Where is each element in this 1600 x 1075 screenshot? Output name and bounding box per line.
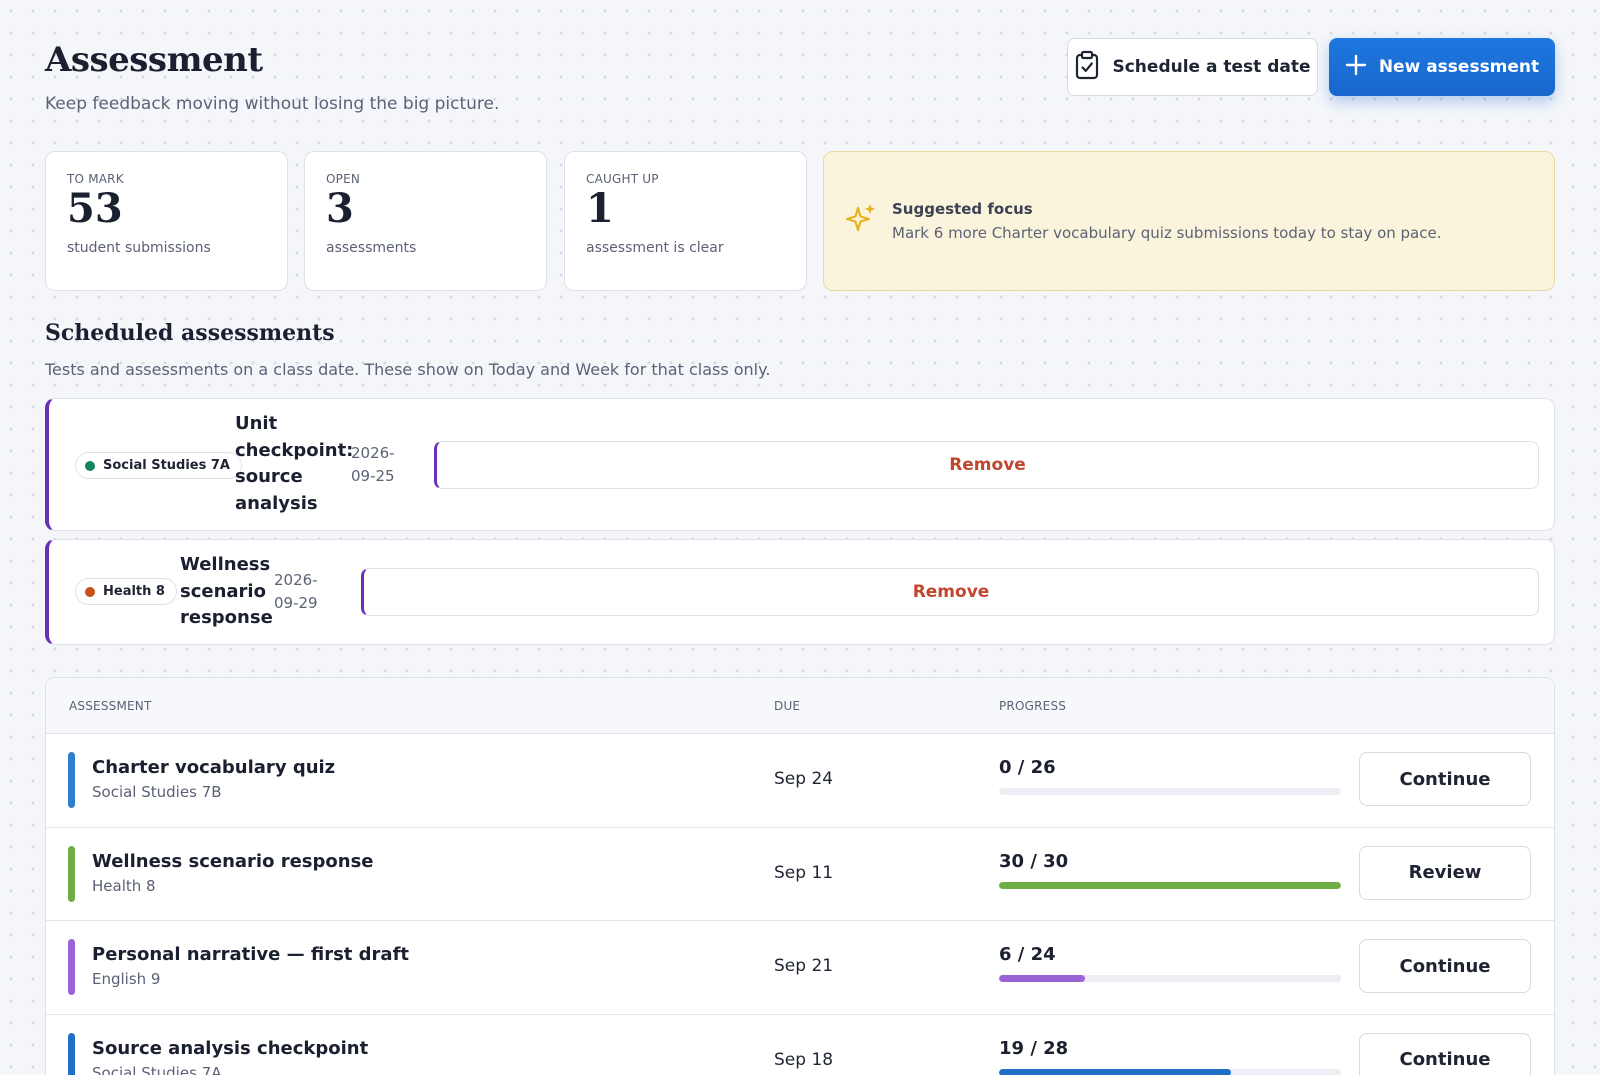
progress-count: 0 / 26	[999, 757, 1056, 778]
class-tag: Social Studies 7A	[75, 452, 242, 479]
assessment-title: Personal narrative — first draft	[92, 944, 410, 965]
progress-count: 6 / 24	[999, 944, 1056, 965]
table-header: ASSESSMENT DUE PROGRESS	[46, 678, 1554, 734]
progress-bar	[999, 975, 1341, 982]
class-color-bar	[68, 845, 75, 902]
table-row: Source analysis checkpoint Social Studie…	[46, 1015, 1554, 1075]
remove-button[interactable]: Remove	[434, 441, 1539, 489]
stat-label: TO MARK	[67, 172, 124, 186]
scheduled-date-line: 2026-	[351, 444, 395, 462]
assessment-class: Social Studies 7A	[92, 1063, 222, 1075]
due-date: Sep 24	[774, 769, 834, 789]
class-color-bar	[68, 752, 75, 808]
scheduled-name-line: source	[235, 466, 303, 487]
scheduled-section-subtitle: Tests and assessments on a class date. T…	[45, 360, 771, 379]
scheduled-name-line: response	[180, 607, 273, 628]
remove-button[interactable]: Remove	[361, 568, 1539, 616]
assessment-title: Wellness scenario response	[92, 850, 374, 872]
scheduled-name-line: checkpoint:	[235, 439, 354, 461]
progress-fill	[999, 975, 1085, 982]
class-tag-label: Social Studies 7A	[103, 458, 230, 473]
assessment-title: Source analysis checkpoint	[92, 1037, 369, 1059]
scheduled-name-line: Unit	[235, 413, 278, 434]
stat-card-caught-up: CAUGHT UP 1 assessment is clear	[564, 151, 807, 291]
stat-caption: student submissions	[67, 240, 211, 256]
class-tag-label: Health 8	[103, 584, 165, 599]
stat-value: 1	[586, 185, 614, 232]
page-title: Assessment	[45, 40, 263, 80]
review-button[interactable]: Review	[1359, 845, 1531, 900]
column-header-due: DUE	[774, 699, 801, 713]
schedule-test-date-button[interactable]: Schedule a test date	[1067, 38, 1318, 96]
scheduled-item: Social Studies 7A Unit checkpoint: sourc…	[45, 398, 1555, 531]
stat-card-to-mark: TO MARK 53 student submissions	[45, 151, 288, 291]
column-header-assessment: ASSESSMENT	[69, 699, 152, 713]
class-color-dot	[85, 586, 95, 597]
page-subtitle: Keep feedback moving without losing the …	[45, 94, 500, 114]
scheduled-item: Health 8 Wellness scenario response 2026…	[45, 539, 1555, 645]
continue-button[interactable]: Continue	[1359, 752, 1531, 806]
continue-button[interactable]: Continue	[1359, 939, 1531, 993]
due-date: Sep 18	[774, 1049, 834, 1070]
stat-caption: assessments	[326, 240, 417, 256]
assessment-class: Social Studies 7B	[92, 783, 222, 801]
scheduled-date-line: 09-25	[351, 466, 395, 485]
class-color-dot	[85, 460, 95, 471]
due-date: Sep 11	[774, 862, 834, 883]
schedule-test-date-label: Schedule a test date	[1112, 57, 1311, 77]
stat-value: 3	[326, 185, 354, 232]
sparkle-icon	[844, 202, 878, 240]
scheduled-name-line: scenario	[180, 580, 266, 602]
focus-title: Suggested focus	[892, 200, 1033, 218]
column-header-progress: PROGRESS	[999, 699, 1067, 713]
scheduled-date-line: 2026-	[274, 571, 318, 589]
progress-fill	[999, 881, 1341, 889]
stat-card-open: OPEN 3 assessments	[304, 151, 547, 291]
stat-caption: assessment is clear	[586, 240, 724, 256]
progress-fill	[999, 1068, 1232, 1075]
assessment-class: English 9	[92, 970, 161, 988]
scheduled-date-line: 09-29	[274, 593, 318, 612]
scheduled-name-line: analysis	[235, 492, 318, 514]
focus-text: Mark 6 more Charter vocabulary quiz subm…	[892, 224, 1442, 242]
progress-count: 19 / 28	[999, 1037, 1069, 1059]
table-row: Charter vocabulary quiz Social Studies 7…	[46, 734, 1554, 828]
class-tag: Health 8	[75, 578, 177, 605]
assessment-title: Charter vocabulary quiz	[92, 757, 336, 778]
new-assessment-label: New assessment	[1378, 57, 1540, 77]
stat-label: CAUGHT UP	[586, 172, 659, 186]
stat-value: 53	[67, 185, 123, 232]
progress-bar	[999, 881, 1341, 889]
class-color-bar	[68, 1032, 75, 1075]
progress-bar	[999, 788, 1341, 795]
table-row: Personal narrative — first draft English…	[46, 921, 1554, 1015]
suggested-focus-card: Suggested focus Mark 6 more Charter voca…	[823, 151, 1555, 291]
scheduled-name: Unit checkpoint: source analysis	[235, 411, 353, 517]
due-date: Sep 21	[774, 956, 834, 976]
progress-bar	[999, 1068, 1341, 1075]
scheduled-name: Wellness scenario response	[180, 552, 273, 632]
scheduled-date: 2026- 09-25	[351, 442, 395, 487]
progress-count: 30 / 30	[999, 850, 1069, 872]
class-color-bar	[68, 939, 75, 995]
continue-button[interactable]: Continue	[1359, 1032, 1531, 1075]
assessment-class: Health 8	[92, 876, 156, 895]
clipboard-check-icon	[1074, 50, 1100, 85]
plus-icon	[1345, 54, 1367, 81]
stat-label: OPEN	[326, 172, 361, 186]
new-assessment-button[interactable]: New assessment	[1329, 38, 1555, 96]
scheduled-date: 2026- 09-29	[274, 569, 318, 614]
scheduled-section-title: Scheduled assessments	[45, 320, 335, 346]
table-row: Wellness scenario response Health 8 Sep …	[46, 828, 1554, 921]
assessment-table: ASSESSMENT DUE PROGRESS Charter vocabula…	[45, 677, 1555, 1075]
scheduled-name-line: Wellness	[180, 554, 271, 575]
